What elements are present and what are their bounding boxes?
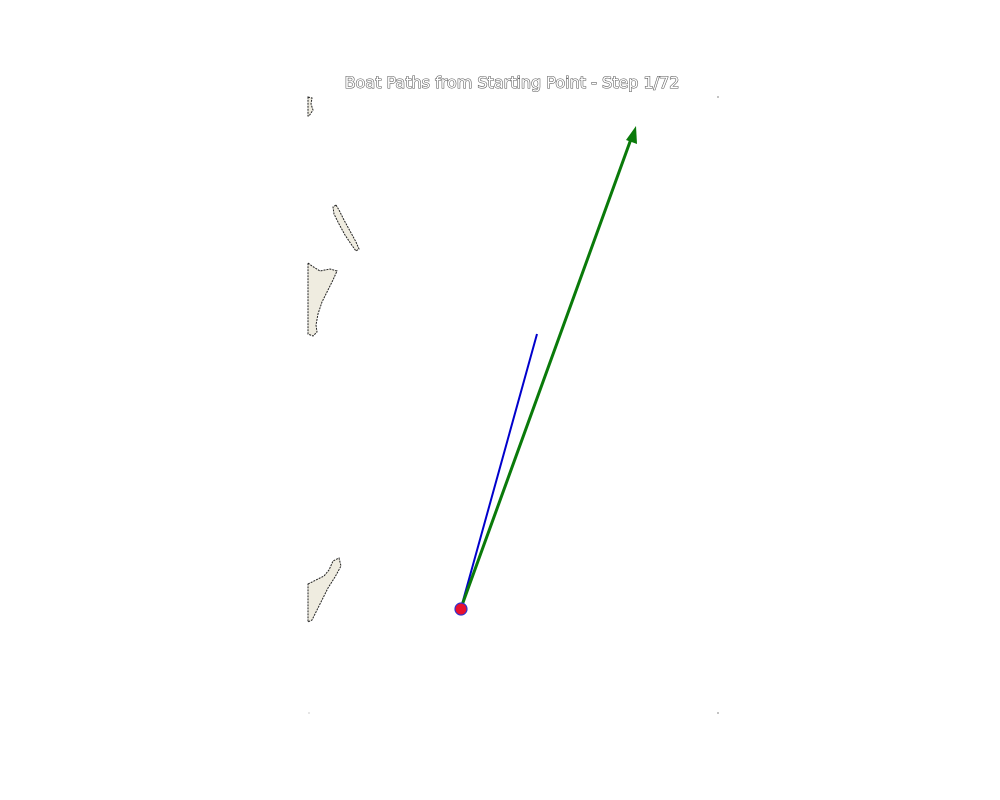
land-masses — [307, 96, 360, 623]
arrow-head-icon — [626, 126, 637, 144]
land-sliver-top — [307, 96, 314, 117]
map-frame — [308, 96, 719, 714]
land-coast-lower — [307, 557, 342, 623]
path-blue — [460, 333, 538, 609]
start-point-marker — [454, 602, 468, 616]
map-title: Boat Paths from Starting Point - Step 1/… — [345, 73, 680, 92]
boat-paths — [459, 126, 637, 609]
land-island-thin — [332, 204, 360, 252]
land-coast-mid — [307, 262, 338, 337]
path-green — [459, 138, 633, 609]
